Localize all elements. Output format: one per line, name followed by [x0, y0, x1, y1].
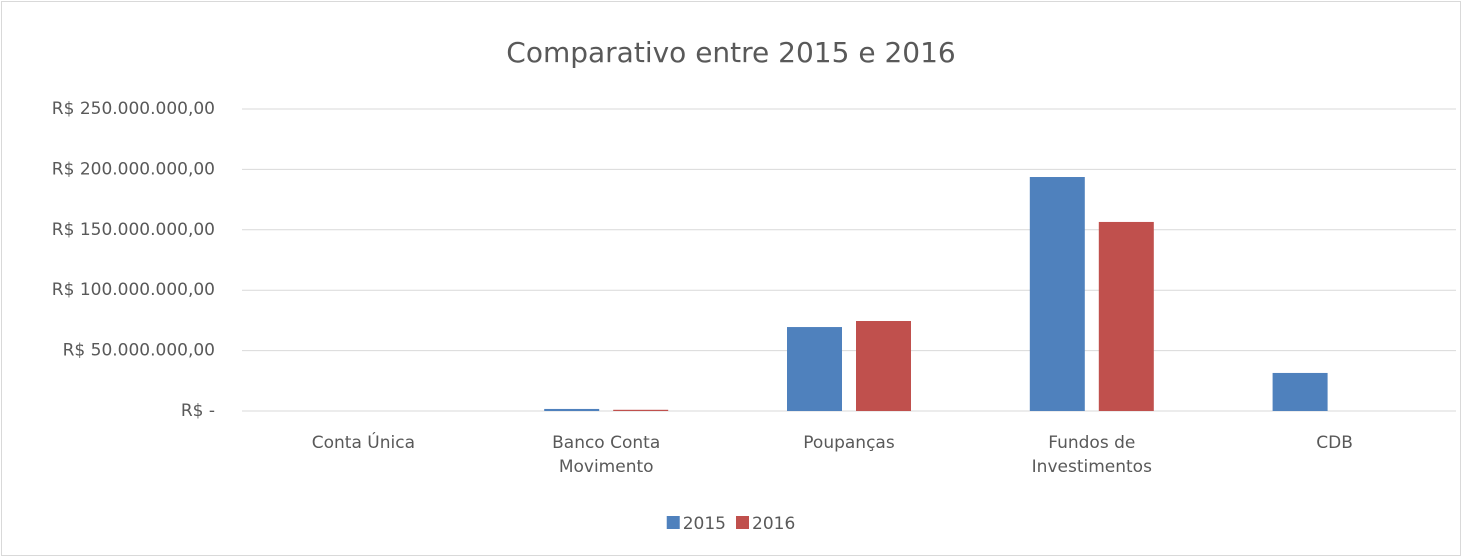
legend-label: 2016 — [752, 514, 795, 534]
y-tick-label: R$ 50.000.000,00 — [63, 341, 215, 361]
bar — [787, 327, 842, 411]
bar — [1098, 221, 1154, 411]
y-tick-label: R$ 100.000.000,00 — [52, 280, 215, 300]
bar — [544, 408, 600, 411]
x-tick-label: Poupanças — [803, 433, 895, 453]
bar — [613, 409, 669, 411]
legend-swatch — [666, 516, 680, 529]
legend-label: 2015 — [683, 514, 726, 534]
x-tick-label: Fundos de Investimentos — [1031, 433, 1152, 477]
bar — [856, 321, 911, 411]
bar — [1029, 177, 1085, 411]
x-tick-label: CDB — [1316, 433, 1353, 453]
y-tick-label: R$ 150.000.000,00 — [52, 220, 215, 240]
y-tick-label: R$ 250.000.000,00 — [52, 99, 215, 119]
bar — [1272, 372, 1328, 411]
y-tick-label: R$ 200.000.000,00 — [52, 159, 215, 179]
x-tick-label: Conta Única — [311, 433, 416, 453]
y-tick-label: R$ - — [181, 401, 215, 421]
legend-swatch — [736, 516, 749, 529]
chart-title: Comparativo entre 2015 e 2016 — [506, 36, 955, 69]
x-tick-label: Banco Conta Movimento — [552, 433, 661, 477]
